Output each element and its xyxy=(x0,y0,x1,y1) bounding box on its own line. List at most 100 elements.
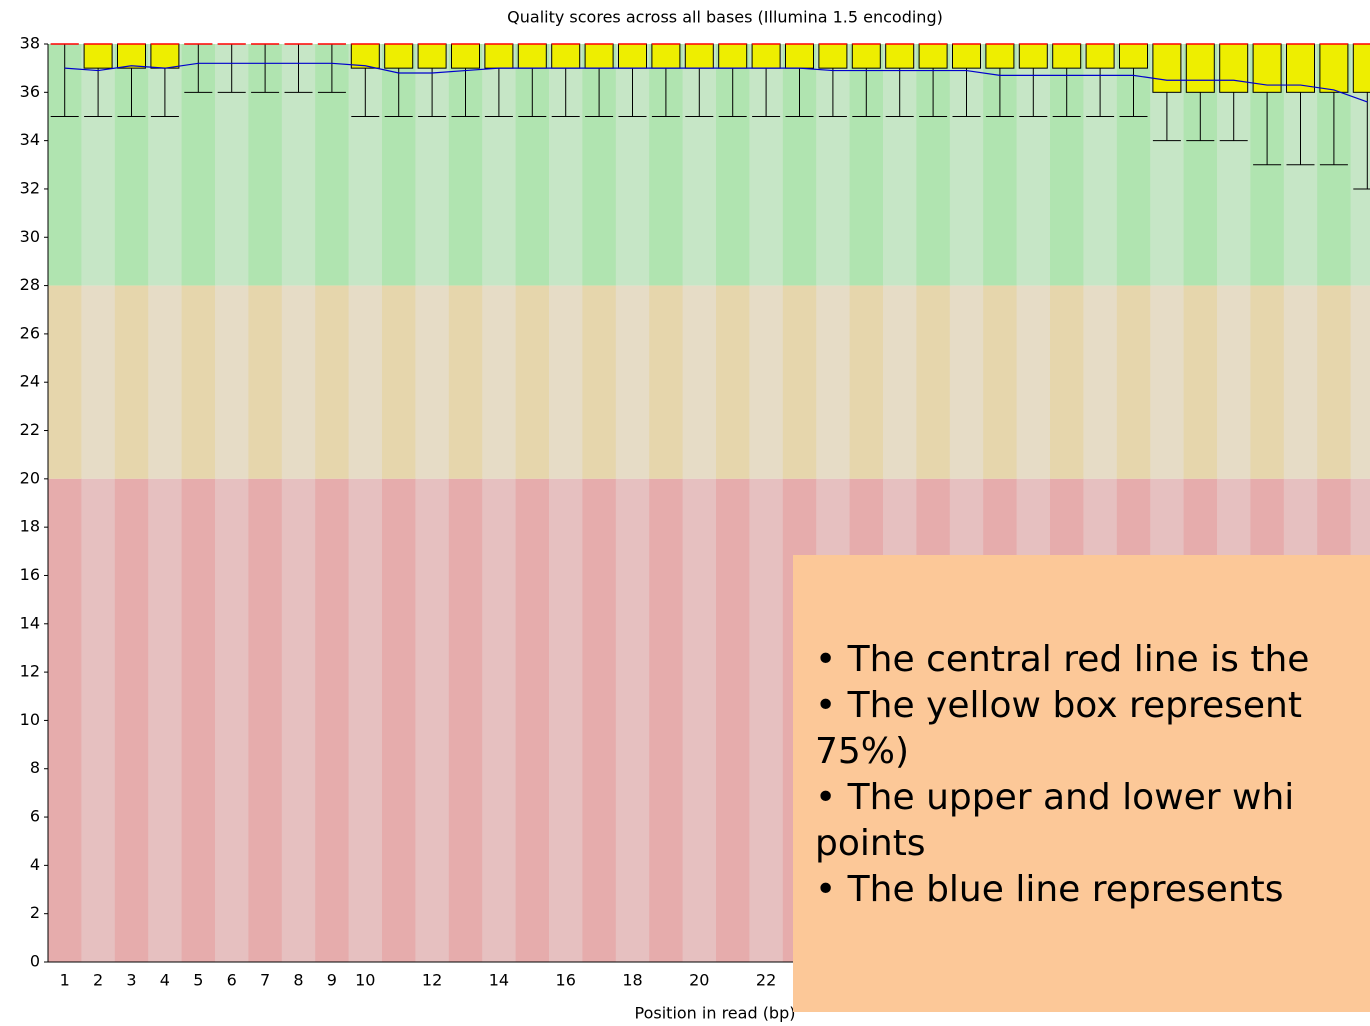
x-tick-label: 12 xyxy=(422,971,442,990)
quality-zone xyxy=(983,285,1018,479)
annotation-line: • The yellow box represent xyxy=(815,685,1302,726)
x-tick-label: 16 xyxy=(556,971,576,990)
annotation-line: • The blue line represents xyxy=(815,869,1284,910)
quality-zone xyxy=(81,285,116,479)
y-tick-label: 32 xyxy=(20,178,40,197)
x-tick-label: 8 xyxy=(293,971,303,990)
quality-zone xyxy=(849,285,884,479)
quality-zone xyxy=(114,478,149,962)
quality-zone xyxy=(315,478,350,962)
y-tick-label: 4 xyxy=(30,855,40,874)
quality-zone xyxy=(348,285,383,479)
quality-zone xyxy=(649,478,684,962)
quality-zone xyxy=(1217,285,1251,479)
box xyxy=(1152,43,1182,93)
quality-zone xyxy=(181,478,216,962)
quality-zone xyxy=(1283,285,1318,479)
quality-zone xyxy=(515,285,550,479)
y-tick-label: 6 xyxy=(30,807,40,826)
y-tick-label: 38 xyxy=(20,34,40,53)
quality-zone xyxy=(1250,285,1285,479)
quality-zone xyxy=(649,285,684,479)
x-tick-label: 2 xyxy=(93,971,103,990)
quality-zone xyxy=(1083,285,1118,479)
quality-zone xyxy=(382,285,416,479)
quality-zone xyxy=(582,478,617,962)
quality-zone xyxy=(816,285,851,479)
quality-zone xyxy=(1350,285,1370,479)
quality-zone xyxy=(549,478,583,962)
quality-zone xyxy=(716,478,750,962)
y-tick-label: 2 xyxy=(30,903,40,922)
quality-zone xyxy=(448,478,483,962)
quality-zone xyxy=(81,478,116,962)
quality-zone xyxy=(348,478,383,962)
x-tick-label: 22 xyxy=(756,971,776,990)
box xyxy=(417,43,447,69)
quality-zone xyxy=(1016,285,1051,479)
box xyxy=(1052,43,1082,69)
quality-zone xyxy=(782,285,817,479)
quality-zone xyxy=(181,285,216,479)
quality-zone xyxy=(916,285,951,479)
box xyxy=(851,43,881,69)
annotation-line: • The upper and lower whi xyxy=(815,777,1295,818)
box xyxy=(451,43,480,69)
x-axis-label: Position in read (bp) xyxy=(635,1004,796,1023)
box xyxy=(785,43,814,69)
box xyxy=(718,43,748,69)
x-tick-label: 5 xyxy=(193,971,203,990)
y-tick-label: 12 xyxy=(20,662,40,681)
box xyxy=(1119,43,1148,69)
box xyxy=(484,43,514,69)
quality-zone xyxy=(215,285,249,479)
quality-zone xyxy=(1183,285,1218,479)
y-tick-label: 8 xyxy=(30,758,40,777)
quality-zone xyxy=(682,478,717,962)
quality-zone xyxy=(615,478,650,962)
box xyxy=(651,43,681,69)
quality-zone xyxy=(1116,285,1151,479)
box xyxy=(150,43,180,69)
box xyxy=(1286,43,1315,93)
quality-zone xyxy=(1350,44,1370,286)
quality-zone xyxy=(1317,285,1352,479)
box xyxy=(1219,43,1249,93)
box xyxy=(1319,43,1349,93)
quality-zone xyxy=(515,478,550,962)
quality-zone xyxy=(215,478,249,962)
x-tick-label: 6 xyxy=(227,971,237,990)
x-tick-label: 4 xyxy=(160,971,170,990)
quality-zone xyxy=(749,478,784,962)
quality-zone xyxy=(281,285,316,479)
chart-title: Quality scores across all bases (Illumin… xyxy=(507,8,943,27)
quality-zone xyxy=(281,478,316,962)
quality-zone xyxy=(615,285,650,479)
box xyxy=(751,43,781,69)
y-tick-label: 0 xyxy=(30,952,40,971)
box xyxy=(384,43,414,69)
x-tick-label: 18 xyxy=(622,971,642,990)
box xyxy=(1018,43,1048,69)
quality-zone xyxy=(48,478,82,962)
x-tick-label: 3 xyxy=(126,971,136,990)
box xyxy=(952,43,981,69)
quality-zone xyxy=(415,285,450,479)
quality-zone xyxy=(716,285,750,479)
box xyxy=(584,43,614,69)
quality-zone xyxy=(148,285,183,479)
y-tick-label: 20 xyxy=(20,468,40,487)
quality-zone xyxy=(248,285,283,479)
box xyxy=(818,43,848,69)
quality-zone xyxy=(1150,285,1185,479)
box xyxy=(684,43,714,69)
y-tick-label: 16 xyxy=(20,565,40,584)
x-tick-label: 14 xyxy=(489,971,509,990)
quality-zone xyxy=(883,285,917,479)
y-tick-label: 22 xyxy=(20,420,40,439)
quality-zone xyxy=(949,285,984,479)
x-tick-label: 9 xyxy=(327,971,337,990)
quality-zone xyxy=(482,478,517,962)
box xyxy=(918,43,948,69)
